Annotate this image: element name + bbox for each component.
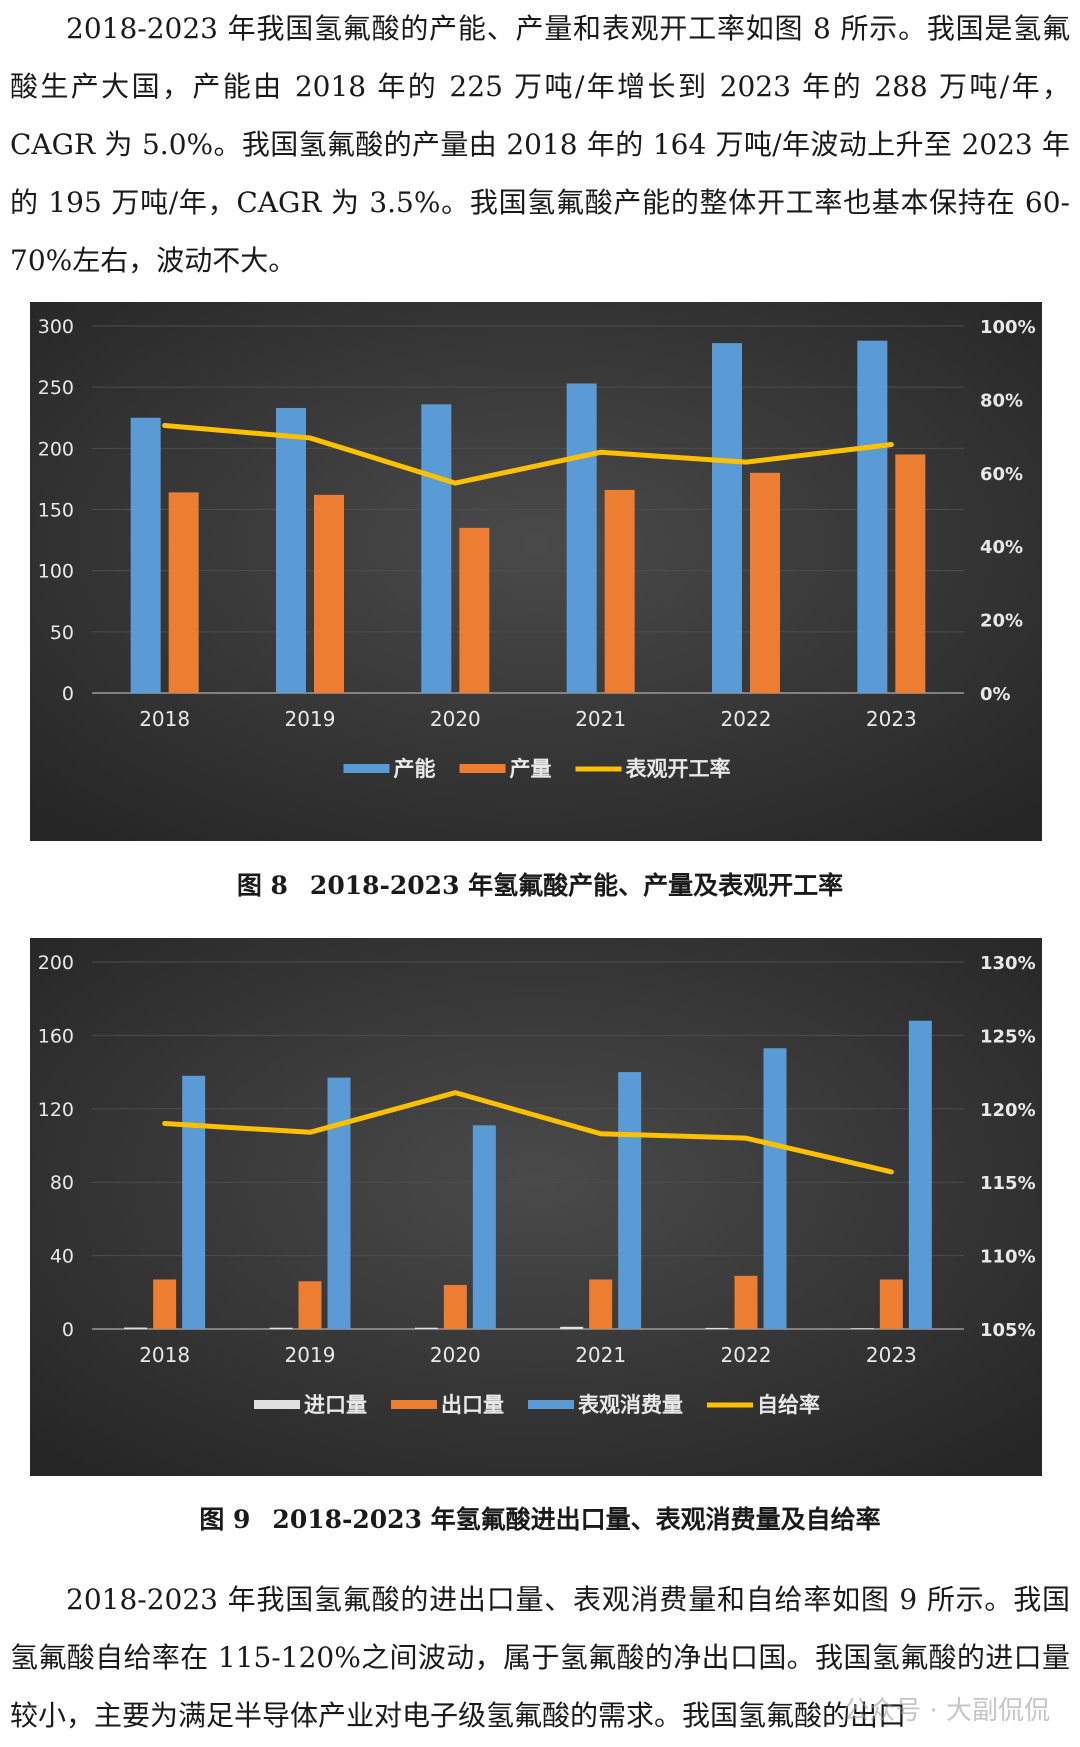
y-tick-label: 100: [38, 561, 74, 583]
legend-swatch: [343, 764, 390, 773]
y-tick-label: 150: [38, 500, 74, 522]
chart-svg: 0 40 80 120 160 200 105% 110% 115% 120% 125% 130% 20…: [30, 938, 1042, 1476]
figure-9-number: 图 9: [199, 1505, 251, 1534]
bar-表观消费量: [182, 1075, 206, 1329]
y-tick-label: 300: [38, 316, 74, 338]
bar-出口量: [298, 1281, 322, 1329]
bar-出口量: [589, 1279, 613, 1329]
chart-background: [30, 938, 1042, 1476]
bar-进口量: [850, 1328, 874, 1329]
legend-swatch: [254, 1400, 300, 1409]
bar-出口量: [734, 1275, 758, 1329]
y2-tick-label: 20%: [980, 611, 1023, 632]
intro-paragraph: 2018-2023 年我国氢氟酸的产能、产量和表观开工率如图 8 所示。我国是氢…: [10, 12, 1070, 277]
y2-tick-label: 80%: [980, 390, 1023, 411]
bar-产能: [857, 340, 888, 693]
figure-9-caption: 图 9 2018-2023 年氢氟酸进出口量、表观消费量及自给率: [0, 1500, 1080, 1536]
y2-tick-label: 60%: [980, 464, 1023, 485]
legend-label: 产能: [394, 757, 436, 781]
x-tick-label: 2021: [575, 1343, 626, 1367]
bar-进口量: [414, 1327, 438, 1329]
figure-9-title: 2018-2023 年氢氟酸进出口量、表观消费量及自给率: [272, 1505, 881, 1534]
bar-产量: [895, 454, 926, 693]
y-tick-label: 0: [62, 1319, 74, 1341]
bar-表观消费量: [327, 1077, 351, 1329]
x-tick-label: 2019: [285, 1343, 336, 1367]
x-tick-label: 2018: [139, 707, 190, 731]
bar-表观消费量: [908, 1020, 932, 1329]
x-tick-label: 2021: [575, 707, 626, 731]
y2-tick-label: 0%: [980, 684, 1011, 705]
bar-进口量: [269, 1327, 293, 1329]
y-tick-label: 200: [38, 438, 74, 460]
bar-产量: [750, 472, 780, 693]
legend-swatch: [459, 764, 506, 773]
y-tick-label: 120: [38, 1099, 74, 1121]
figure-8-caption: 图 8 2018-2023 年氢氟酸产能、产量及表观开工率: [0, 866, 1080, 902]
x-tick-label: 2023: [866, 1343, 917, 1367]
legend-label: 产量: [510, 757, 552, 781]
legend-label: 表观开工率: [626, 757, 731, 781]
bar-产能: [712, 343, 742, 693]
y2-tick-label: 40%: [980, 537, 1023, 558]
bar-产量: [459, 527, 490, 693]
y-tick-label: 200: [38, 952, 74, 974]
x-tick-label: 2020: [430, 707, 481, 731]
y-tick-label: 50: [50, 622, 74, 644]
line-自给率: [162, 1090, 894, 1175]
capacity-output-chart: 0 50 100 150 200 250 300 0% 20% 40% 60% 80% 100% 2018…: [30, 302, 1042, 841]
y2-tick-label: 110%: [980, 1247, 1036, 1268]
legend-label: 出口量: [441, 1393, 504, 1417]
y-tick-label: 80: [50, 1172, 74, 1194]
x-tick-label: 2018: [139, 1343, 190, 1367]
legend-swatch: [391, 1400, 437, 1409]
x-tick-label: 2020: [430, 1343, 481, 1367]
y-tick-label: 40: [50, 1246, 74, 1268]
bar-进口量: [705, 1327, 729, 1329]
bar-表观消费量: [618, 1072, 642, 1329]
bar-产量: [314, 494, 344, 693]
y2-tick-label: 125%: [980, 1026, 1036, 1047]
trade-paragraph: 2018-2023 年我国氢氟酸的进出口量、表观消费量和自给率如图 9 所示。我…: [10, 1583, 1070, 1732]
figure-8-number: 图 8: [236, 871, 288, 900]
x-tick-label: 2023: [866, 707, 917, 731]
legend-label: 表观消费量: [578, 1393, 683, 1417]
y2-tick-label: 130%: [980, 953, 1036, 974]
bar-产能: [421, 404, 452, 693]
bar-产能: [276, 407, 306, 693]
legend-label: 自给率: [757, 1393, 820, 1417]
y-tick-label: 160: [38, 1025, 74, 1047]
bar-表观消费量: [472, 1125, 496, 1329]
bar-进口量: [124, 1327, 148, 1329]
legend-swatch: [528, 1400, 574, 1409]
bar-出口量: [443, 1284, 467, 1329]
bar-表观消费量: [763, 1048, 787, 1329]
bar-进口量: [560, 1326, 584, 1329]
y2-tick-label: 115%: [980, 1173, 1036, 1194]
y2-tick-label: 105%: [980, 1320, 1036, 1341]
y2-tick-label: 120%: [980, 1100, 1036, 1121]
figure-8-title: 2018-2023 年氢氟酸产能、产量及表观开工率: [309, 871, 844, 900]
watermark: 公众号 · 大副侃侃: [843, 1696, 1050, 1726]
bar-产量: [604, 489, 635, 693]
bar-产量: [168, 492, 199, 693]
bar-出口量: [153, 1279, 177, 1329]
y-tick-label: 250: [38, 377, 74, 399]
line-表观开工率: [162, 422, 894, 486]
y-tick-label: 0: [62, 683, 74, 705]
legend-label: 进口量: [304, 1393, 367, 1417]
x-tick-label: 2019: [285, 707, 336, 731]
chart-svg: 0 50 100 150 200 250 300 0% 20% 40% 60% 80% 100% 2018…: [30, 302, 1042, 841]
bar-产能: [566, 383, 597, 693]
trade-consumption-chart: 0 40 80 120 160 200 105% 110% 115% 120% 125% 130% 20…: [30, 938, 1042, 1476]
bar-产能: [130, 417, 161, 693]
x-tick-label: 2022: [721, 1343, 772, 1367]
x-tick-label: 2022: [721, 707, 772, 731]
bar-出口量: [879, 1279, 903, 1329]
y2-tick-label: 100%: [980, 317, 1036, 338]
